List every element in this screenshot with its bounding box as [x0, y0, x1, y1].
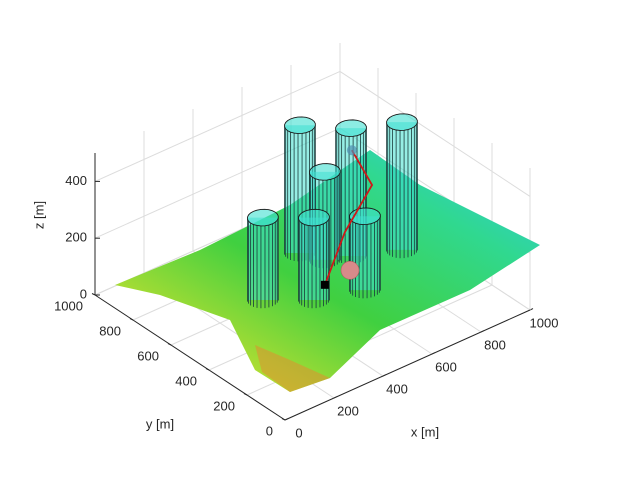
- terrain-shade: [255, 345, 330, 392]
- x-tick-label: 0: [295, 425, 302, 440]
- grid-line: [339, 70, 531, 197]
- y-tick-label: 0: [266, 423, 273, 438]
- cylinder-top: [386, 113, 418, 131]
- y-axis: [94, 294, 286, 421]
- sphere: [340, 260, 360, 280]
- y-tick-label: 400: [175, 373, 197, 388]
- trajectory: [324, 149, 374, 286]
- z-axis-label: z [m]: [31, 201, 46, 229]
- cylinder: [349, 207, 381, 299]
- z-tick-label: 200: [65, 230, 87, 245]
- grid-line: [94, 70, 341, 182]
- plot-objects: [247, 113, 418, 309]
- cylinder: [298, 208, 330, 309]
- z-tick-label: 400: [65, 173, 87, 188]
- cylinder-top: [309, 163, 341, 181]
- x-tick-label: 600: [435, 359, 457, 374]
- cylinder-body: [386, 122, 418, 250]
- y-axis-label: y [m]: [146, 416, 174, 431]
- y-tick-label: 600: [137, 348, 159, 363]
- x-tick-label: 200: [337, 403, 359, 418]
- cylinder-body: [247, 217, 279, 300]
- x-tick-label: 400: [386, 381, 408, 396]
- x-axis-label: x [m]: [411, 424, 439, 439]
- x-axis: [284, 309, 531, 421]
- cylinder: [247, 208, 279, 309]
- start-marker: [320, 280, 329, 289]
- cylinder-body: [349, 216, 381, 291]
- cylinder: [386, 113, 418, 259]
- cylinder-top: [335, 119, 367, 137]
- y-tick-label: 800: [99, 323, 121, 338]
- cylinder-body: [298, 217, 330, 300]
- goal-marker: [346, 145, 357, 156]
- y-tick-label: 1000: [54, 298, 83, 313]
- cylinder-top: [247, 208, 279, 227]
- x-tick-label: 800: [484, 337, 506, 352]
- x-tick-label: 1000: [530, 315, 559, 330]
- cylinder-top: [298, 208, 330, 227]
- z-tick-label: 0: [80, 286, 87, 301]
- y-tick-label: 200: [213, 398, 235, 413]
- cylinder-top: [284, 116, 316, 134]
